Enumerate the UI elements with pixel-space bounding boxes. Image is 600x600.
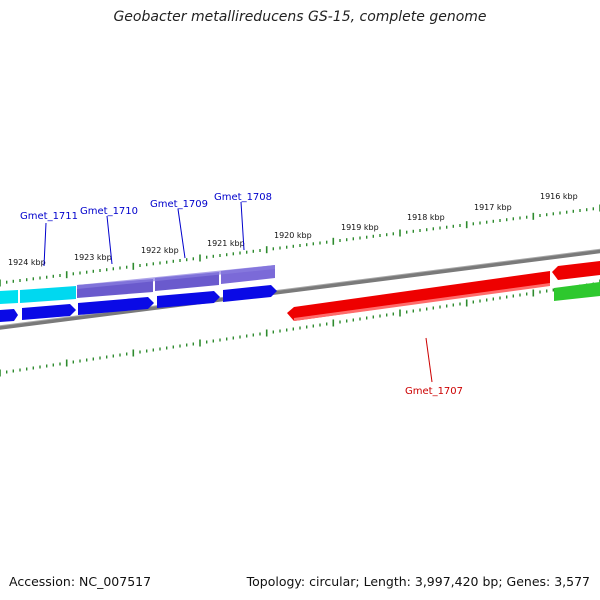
cds-gmet-1707-bar[interactable]: [287, 271, 550, 321]
gene-label-gmet-1710[interactable]: Gmet_1710: [80, 206, 138, 217]
gene-label-gmet-1709[interactable]: Gmet_1709: [150, 199, 208, 210]
cds-arrow-2[interactable]: [22, 304, 76, 320]
cds-gmet-1707-underbar: [294, 283, 550, 321]
cds-red-right[interactable]: [552, 261, 600, 280]
ruler-label-1916: 1916 kbp: [540, 192, 578, 201]
genome-backbone: [0, 249, 600, 330]
cds-arrow-1[interactable]: [0, 309, 18, 322]
accession-label: Accession: NC_007517: [9, 574, 152, 589]
ruler-label-1917: 1917 kbp: [474, 203, 512, 212]
ruler-label-1919: 1919 kbp: [341, 223, 379, 232]
forward-cds-arrows: [0, 285, 277, 322]
page-title: Geobacter metallireducens GS-15, complet…: [113, 9, 487, 25]
cds-green-right[interactable]: [554, 282, 600, 301]
leader-gmet-1708: [240, 201, 245, 251]
outer-ruler: 1924 kbp 1923 kbp 1922 kbp 1921 kbp 1920…: [0, 192, 600, 287]
cds-gmet-1711-label-bar[interactable]: [20, 286, 76, 303]
leader-gmet-1709: [177, 208, 186, 259]
genome-backbone-highlight: [0, 248, 600, 327]
ruler-label-1924: 1924 kbp: [8, 258, 46, 267]
leader-gmet-1707: [425, 337, 433, 383]
ruler-label-1921: 1921 kbp: [207, 239, 245, 248]
genome-summary: Topology: circular; Length: 3,997,420 bp…: [246, 574, 590, 589]
outer-tick-marks: [0, 204, 600, 287]
purple-top-highlight: [77, 265, 275, 289]
gene-label-gmet-1708[interactable]: Gmet_1708: [214, 192, 272, 203]
ruler-label-1920: 1920 kbp: [274, 231, 312, 240]
gene-labels: Gmet_1711 Gmet_1710 Gmet_1709 Gmet_1708 …: [20, 192, 463, 397]
gene-label-gmet-1707[interactable]: Gmet_1707: [405, 386, 463, 397]
reverse-features: [287, 261, 600, 321]
cds-gmet-1711-bar[interactable]: [0, 290, 18, 304]
leader-gmet-1710: [106, 215, 113, 265]
forward-features-top: [0, 265, 275, 304]
ruler-label-1922: 1922 kbp: [141, 246, 179, 255]
leader-gmet-1711: [43, 222, 47, 267]
cds-arrow-4[interactable]: [157, 291, 220, 308]
gene-label-leaders: [43, 201, 433, 383]
cds-arrow-5[interactable]: [223, 285, 277, 302]
ruler-label-1923: 1923 kbp: [74, 253, 112, 262]
cds-arrow-3[interactable]: [78, 297, 154, 315]
gene-label-gmet-1711[interactable]: Gmet_1711: [20, 211, 78, 222]
ruler-label-1918: 1918 kbp: [407, 213, 445, 222]
